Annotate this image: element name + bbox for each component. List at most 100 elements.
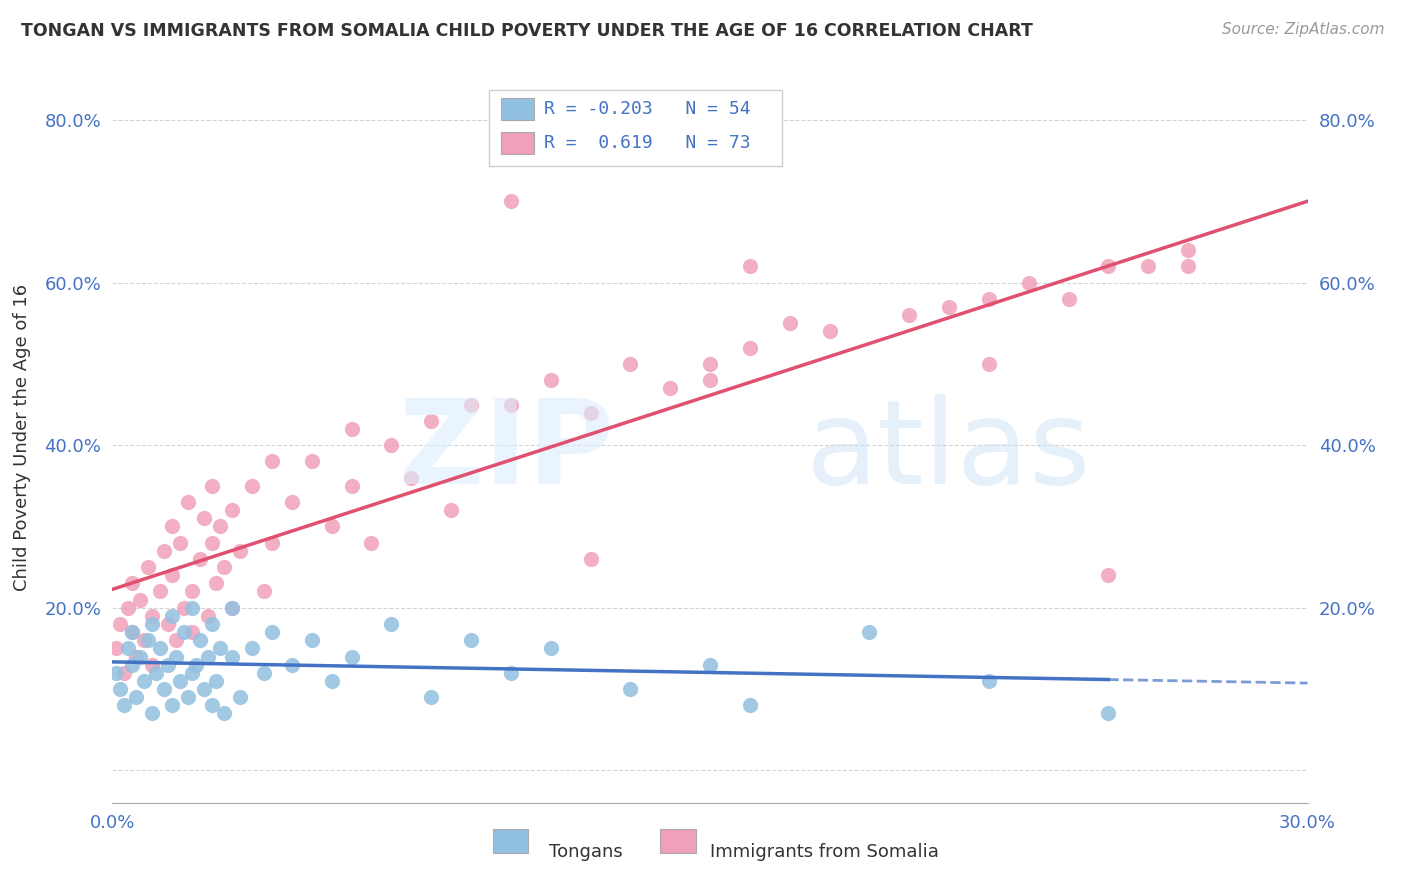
Point — [301, 633, 323, 648]
Point — [253, 665, 276, 680]
Point — [114, 665, 135, 680]
Point — [114, 698, 135, 713]
Point — [818, 325, 841, 339]
Point — [105, 641, 128, 656]
Point — [117, 641, 139, 656]
Point — [141, 617, 163, 632]
Point — [110, 617, 132, 632]
Point — [977, 357, 1000, 371]
Point — [125, 690, 148, 705]
Point — [579, 406, 602, 420]
Point — [420, 414, 443, 428]
Point — [173, 600, 195, 615]
Point — [134, 673, 156, 688]
Point — [1177, 260, 1199, 274]
Point — [181, 584, 204, 599]
Point — [209, 641, 232, 656]
Point — [221, 503, 243, 517]
Text: Immigrants from Somalia: Immigrants from Somalia — [710, 843, 939, 861]
Point — [1097, 260, 1119, 274]
Point — [197, 649, 219, 664]
Point — [221, 600, 243, 615]
Point — [212, 560, 235, 574]
Point — [212, 706, 235, 721]
Point — [1177, 243, 1199, 257]
Point — [540, 373, 562, 387]
Point — [165, 649, 187, 664]
Text: Source: ZipAtlas.com: Source: ZipAtlas.com — [1222, 22, 1385, 37]
Point — [201, 479, 224, 493]
Point — [121, 657, 143, 672]
Point — [738, 698, 761, 713]
FancyBboxPatch shape — [501, 98, 534, 120]
Point — [1137, 260, 1160, 274]
Point — [779, 316, 801, 330]
Point — [181, 625, 204, 640]
Point — [229, 544, 252, 558]
Point — [121, 576, 143, 591]
Point — [301, 454, 323, 468]
Point — [145, 665, 167, 680]
Point — [240, 641, 263, 656]
Point — [157, 657, 180, 672]
Point — [165, 633, 187, 648]
Point — [460, 398, 482, 412]
Point — [253, 584, 276, 599]
Point — [977, 673, 1000, 688]
Point — [162, 608, 183, 623]
Point — [699, 357, 721, 371]
Point — [153, 544, 176, 558]
Point — [121, 625, 143, 640]
Point — [699, 657, 721, 672]
Point — [193, 511, 215, 525]
Point — [162, 568, 183, 582]
Point — [209, 519, 232, 533]
Text: ZIP: ZIP — [398, 394, 614, 509]
Point — [699, 373, 721, 387]
Point — [281, 495, 304, 509]
Point — [201, 698, 224, 713]
Point — [1097, 568, 1119, 582]
Point — [360, 535, 382, 549]
Point — [380, 617, 402, 632]
Point — [129, 649, 152, 664]
Point — [1057, 292, 1080, 306]
Point — [977, 292, 1000, 306]
Point — [499, 665, 522, 680]
Point — [321, 519, 343, 533]
Text: TONGAN VS IMMIGRANTS FROM SOMALIA CHILD POVERTY UNDER THE AGE OF 16 CORRELATION : TONGAN VS IMMIGRANTS FROM SOMALIA CHILD … — [21, 22, 1033, 40]
Point — [141, 608, 163, 623]
Point — [499, 194, 522, 209]
Point — [134, 633, 156, 648]
Point — [162, 698, 183, 713]
Point — [420, 690, 443, 705]
Point — [125, 649, 148, 664]
Point — [169, 535, 191, 549]
Point — [110, 681, 132, 696]
Point — [157, 617, 180, 632]
Point — [260, 535, 283, 549]
Point — [499, 398, 522, 412]
Point — [117, 600, 139, 615]
Point — [1097, 706, 1119, 721]
Point — [201, 617, 224, 632]
Point — [173, 625, 195, 640]
Point — [340, 422, 363, 436]
Point — [138, 560, 160, 574]
Point — [149, 641, 172, 656]
Point — [260, 625, 283, 640]
Point — [440, 503, 463, 517]
Point — [401, 471, 423, 485]
Point — [619, 357, 641, 371]
Point — [738, 341, 761, 355]
Point — [121, 625, 143, 640]
Point — [938, 300, 960, 314]
Point — [186, 657, 208, 672]
Point — [129, 592, 152, 607]
Point — [858, 625, 880, 640]
Point — [169, 673, 191, 688]
Point — [205, 673, 228, 688]
Point — [193, 681, 215, 696]
Point — [181, 665, 204, 680]
Point — [138, 633, 160, 648]
